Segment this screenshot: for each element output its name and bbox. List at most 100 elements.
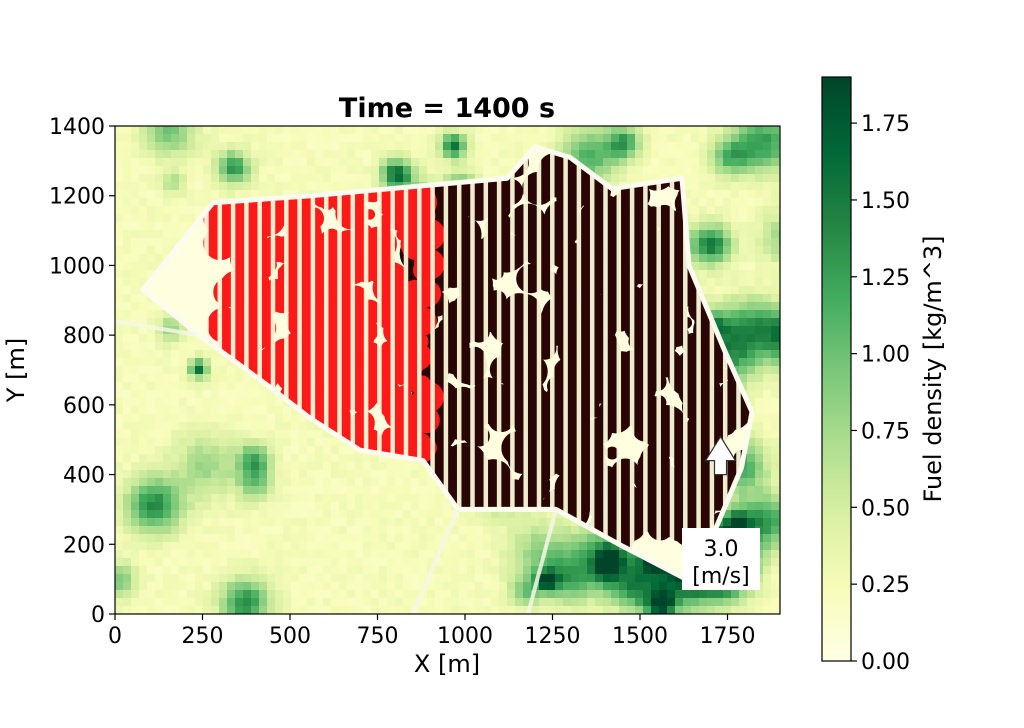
fuel-cell <box>171 566 180 575</box>
fuel-cell <box>259 518 268 527</box>
fuel-cell <box>251 510 260 519</box>
fuel-cell <box>243 470 252 479</box>
fuel-cell <box>243 486 252 495</box>
fuel-cell <box>219 542 228 551</box>
fuel-cell <box>507 590 516 599</box>
fuel-cell <box>147 422 156 431</box>
fuel-cell <box>195 566 204 575</box>
fuel-cell <box>131 222 140 231</box>
fuel-cell <box>123 166 132 175</box>
fuel-cell <box>755 270 764 279</box>
fuel-cell <box>747 590 756 599</box>
fuel-cell <box>723 230 732 239</box>
fuel-cell <box>243 518 252 527</box>
fuel-cell <box>275 494 284 503</box>
fuel-cell <box>755 174 764 183</box>
fuel-cell <box>715 182 724 191</box>
fuel-cell <box>195 582 204 591</box>
fuel-cell <box>707 590 716 599</box>
fuel-cell <box>307 430 316 439</box>
fuel-cell <box>467 158 476 167</box>
fuel-cell <box>147 230 156 239</box>
fuel-cell <box>651 166 660 175</box>
fuel-cell <box>251 526 260 535</box>
fuel-cell <box>523 558 532 567</box>
fuel-cell <box>219 526 228 535</box>
fuel-cell <box>307 446 316 455</box>
fuel-cell <box>507 518 516 527</box>
fuel-cell <box>187 350 196 359</box>
fuel-cell <box>435 574 444 583</box>
fuel-cell <box>315 574 324 583</box>
fuel-cell <box>747 302 756 311</box>
fuel-cell <box>171 486 180 495</box>
fuel-cell <box>259 446 268 455</box>
fuel-cell <box>587 550 596 559</box>
fuel-cell <box>659 126 668 135</box>
fuel-cell <box>267 470 276 479</box>
fuel-cell <box>339 526 348 535</box>
fuel-cell <box>195 470 204 479</box>
fuel-cell <box>211 150 220 159</box>
fuel-cell <box>243 558 252 567</box>
fuel-cell <box>187 198 196 207</box>
fuel-cell <box>643 134 652 143</box>
fuel-cell <box>179 454 188 463</box>
fuel-cell <box>739 230 748 239</box>
fuel-cell <box>515 126 524 135</box>
fuel-cell <box>411 158 420 167</box>
fuel-cell <box>291 142 300 151</box>
fuel-cell <box>179 534 188 543</box>
fuel-cell <box>347 518 356 527</box>
fuel-cell <box>771 190 780 199</box>
fuel-cell <box>219 582 228 591</box>
fuel-cell <box>251 590 260 599</box>
fuel-cell <box>579 534 588 543</box>
fuel-cell <box>443 590 452 599</box>
fuel-cell <box>203 486 212 495</box>
fuel-cell <box>275 422 284 431</box>
fuel-cell <box>283 174 292 183</box>
fuel-cell <box>731 246 740 255</box>
fuel-cell <box>419 134 428 143</box>
fuel-cell <box>731 334 740 343</box>
fuel-cell <box>115 494 124 503</box>
fuel-cell <box>195 454 204 463</box>
fuel-cell <box>747 518 756 527</box>
fuel-cell <box>235 366 244 375</box>
fuel-cell <box>115 214 124 223</box>
fuel-cell <box>739 358 748 367</box>
fuel-cell <box>259 126 268 135</box>
fuel-cell <box>123 486 132 495</box>
fuel-cell <box>659 142 668 151</box>
fuel-cell <box>387 158 396 167</box>
fuel-cell <box>203 550 212 559</box>
fuel-cell <box>203 598 212 607</box>
fuel-cell <box>171 406 180 415</box>
fuel-cell <box>763 550 772 559</box>
fuel-cell <box>443 150 452 159</box>
fuel-cell <box>763 318 772 327</box>
fuel-cell <box>707 302 716 311</box>
fuel-cell <box>339 598 348 607</box>
fuel-cell <box>739 142 748 151</box>
fuel-cell <box>131 494 140 503</box>
fuel-cell <box>475 574 484 583</box>
fuel-cell <box>283 134 292 143</box>
fuel-cell <box>267 126 276 135</box>
fuel-cell <box>755 462 764 471</box>
fuel-cell <box>587 590 596 599</box>
fuel-cell <box>763 502 772 511</box>
fuel-cell <box>435 518 444 527</box>
fuel-cell <box>563 526 572 535</box>
fuel-cell <box>755 478 764 487</box>
fuel-cell <box>691 206 700 215</box>
fuel-cell <box>467 142 476 151</box>
fuel-cell <box>259 526 268 535</box>
fuel-cell <box>707 262 716 271</box>
fuel-cell <box>723 318 732 327</box>
fuel-cell <box>443 502 452 511</box>
fuel-cell <box>651 158 660 167</box>
fuel-cell <box>123 270 132 279</box>
fuel-cell <box>707 150 716 159</box>
